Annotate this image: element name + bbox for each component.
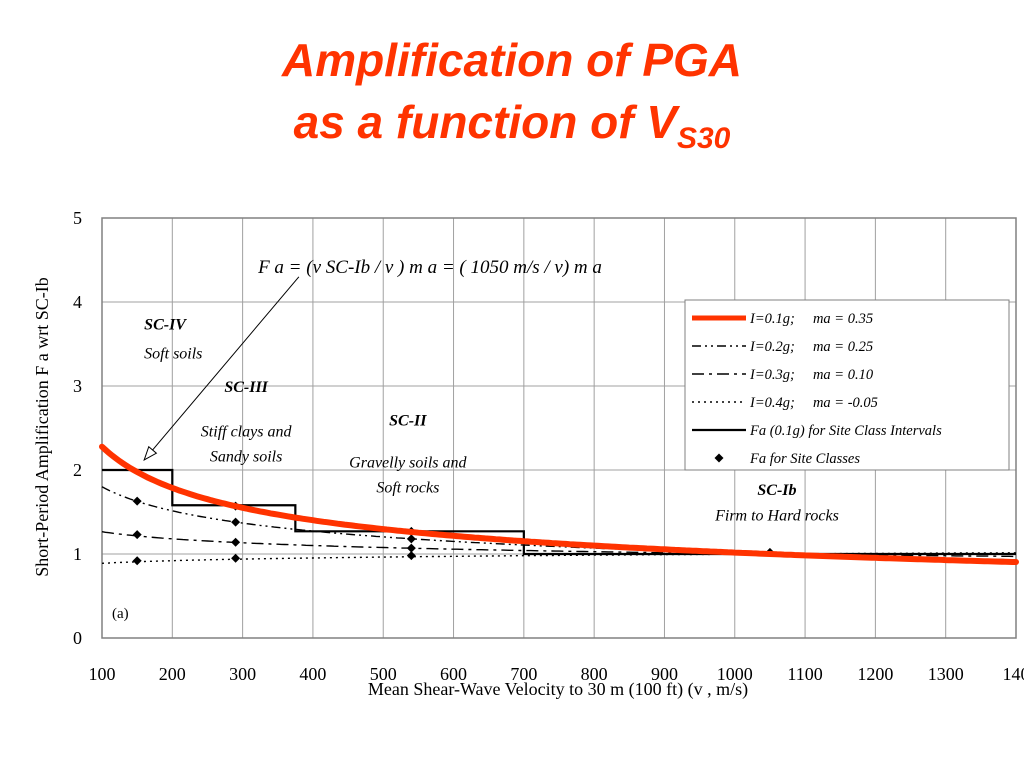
site-class-marker bbox=[231, 553, 241, 563]
panel-label: (a) bbox=[112, 606, 129, 622]
y-axis-label: Short-Period Amplification F a wrt SC-Ib bbox=[32, 277, 52, 576]
series-line-2 bbox=[101, 531, 1016, 558]
x-tick-labels: 100 200 300 400 500 600 700 800 900 1000 1100 1200 1… bbox=[89, 664, 1024, 684]
arrow-head bbox=[143, 445, 158, 461]
x-tick-label: 200 bbox=[159, 664, 186, 684]
legend-label: I=0.3g; ma = 0.10 bbox=[749, 367, 874, 383]
x-tick-label: 1300 bbox=[928, 664, 964, 684]
series-lines bbox=[99, 443, 1019, 566]
y-tick-labels: 0 1 2 3 4 5 bbox=[73, 208, 82, 648]
site-class-marker bbox=[406, 551, 416, 561]
x-tick-label: 1200 bbox=[857, 664, 893, 684]
slide-title-line1: Amplification of PGA bbox=[282, 34, 742, 86]
legend-entry: I=0.4g; ma = -0.05 bbox=[692, 395, 878, 411]
legend-label: Fa for Site Classes bbox=[749, 451, 860, 467]
annotation-text: SC-II bbox=[389, 412, 427, 429]
arrow-line bbox=[143, 276, 300, 461]
series-line-0 bbox=[99, 443, 1019, 565]
annotation-text: Sandy soils bbox=[210, 449, 282, 466]
legend-label: I=0.2g; ma = 0.25 bbox=[749, 339, 873, 355]
plot-frame bbox=[101, 217, 1017, 639]
y-tick-label: 4 bbox=[73, 292, 82, 312]
annotation-arrow bbox=[143, 276, 300, 461]
y-tick-label: 3 bbox=[73, 376, 82, 396]
legend: I=0.1g; ma = 0.35 I=0.2g; ma = 0.25 I=0.3g… bbox=[684, 299, 1010, 471]
legend-entry: I=0.3g; ma = 0.10 bbox=[692, 367, 874, 383]
x-tick-label: 600 bbox=[440, 664, 467, 684]
legend-label: I=0.4g; ma = -0.05 bbox=[749, 395, 878, 411]
site-class-marker bbox=[231, 537, 241, 547]
legend-label: Fa (0.1g) for Site Class Intervals bbox=[749, 423, 942, 439]
slide-title-line2: as a function of VS30 bbox=[0, 94, 1024, 154]
x-tick-label: 700 bbox=[510, 664, 537, 684]
site-class-marker bbox=[406, 543, 416, 553]
site-class-marker bbox=[406, 534, 416, 544]
annotation-text: Stiff clays and bbox=[201, 423, 293, 440]
annotation-text: SC-Ib bbox=[757, 482, 796, 499]
legend-entry: I=0.1g; ma = 0.35 bbox=[692, 311, 873, 327]
site-class-marker bbox=[132, 496, 142, 506]
annotation-text: Soft soils bbox=[144, 345, 202, 362]
x-axis-label: Mean Shear-Wave Velocity to 30 m (100 ft… bbox=[368, 679, 748, 700]
slide-title-line2-subscript: S30 bbox=[676, 122, 731, 155]
y-tick-label: 1 bbox=[73, 544, 82, 564]
annotation-text: SC-III bbox=[224, 379, 268, 396]
legend-entry: Fa (0.1g) for Site Class Intervals bbox=[692, 423, 942, 439]
annotation-text: SC-IV bbox=[144, 317, 187, 334]
x-tick-label: 300 bbox=[229, 664, 256, 684]
x-tick-label: 500 bbox=[370, 664, 397, 684]
x-tick-label: 1000 bbox=[717, 664, 753, 684]
site-class-marker bbox=[231, 517, 241, 527]
series-line-1 bbox=[101, 486, 1016, 561]
legend-box bbox=[684, 299, 1010, 471]
x-tick-label: 140 bbox=[1003, 664, 1024, 684]
site-class-annotations: SC-IV Soft soils SC-III Stiff clays and Sand… bbox=[144, 317, 839, 525]
x-tick-label: 1100 bbox=[787, 664, 822, 684]
legend-marker bbox=[714, 453, 724, 463]
x-tick-label: 400 bbox=[299, 664, 326, 684]
formula-text: F a = (v SC-Ib / v ) m a = ( 1050 m/s / … bbox=[257, 257, 602, 278]
annotation-text: Firm to Hard rocks bbox=[714, 507, 839, 524]
y-tick-label: 0 bbox=[73, 628, 82, 648]
legend-label: I=0.1g; ma = 0.35 bbox=[749, 311, 873, 327]
site-class-marker bbox=[132, 530, 142, 540]
site-class-marker bbox=[132, 556, 142, 566]
x-tick-label: 800 bbox=[581, 664, 608, 684]
annotation-text: Soft rocks bbox=[376, 480, 439, 497]
legend-entry: Fa for Site Classes bbox=[714, 451, 860, 467]
annotation-text: Gravelly soils and bbox=[349, 454, 467, 471]
x-tick-label: 900 bbox=[651, 664, 678, 684]
legend-entry: I=0.2g; ma = 0.25 bbox=[692, 339, 873, 355]
slide-title-line2-main: as a function of V bbox=[293, 96, 677, 148]
y-tick-label: 5 bbox=[73, 208, 82, 228]
y-tick-label: 2 bbox=[73, 460, 82, 480]
x-tick-label: 100 bbox=[89, 664, 116, 684]
series-line-3 bbox=[101, 552, 1016, 564]
